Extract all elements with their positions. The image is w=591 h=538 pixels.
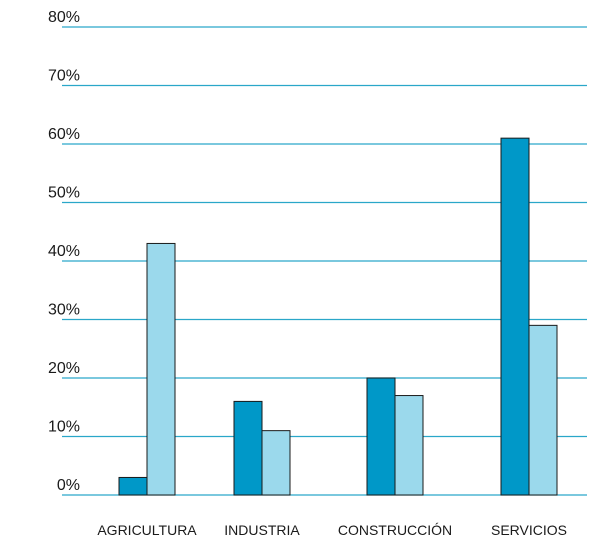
y-tick-label: 80%	[48, 9, 80, 26]
bar-series-2-construcción	[394, 395, 424, 496]
x-tick-label: AGRICULTURA	[97, 522, 197, 538]
bars	[118, 137, 558, 496]
bar-series-1-construcción	[366, 377, 396, 496]
bar-series-2-servicios	[528, 324, 558, 496]
y-tick-label: 60%	[48, 126, 80, 143]
bar-series-2-agricultura	[146, 242, 176, 496]
bar-series-1-industria	[233, 400, 263, 496]
bar-series-1-agricultura	[118, 476, 148, 496]
y-tick-label: 20%	[48, 360, 80, 377]
x-tick-label: INDUSTRIA	[224, 522, 300, 538]
y-axis-tick-labels: 0% 10% 20% 30% 40% 50% 60% 70% 80%	[48, 9, 80, 494]
bar-series-1-servicios	[500, 137, 530, 496]
x-tick-label: SERVICIOS	[491, 522, 567, 538]
x-tick-label: CONSTRUCCIÓN	[338, 522, 452, 538]
bar-series-2-industria	[261, 430, 291, 496]
y-tick-label: 50%	[48, 185, 80, 202]
y-tick-label: 0%	[57, 477, 80, 494]
x-axis-tick-labels: AGRICULTURA INDUSTRIA CONSTRUCCIÓN SERVICIO…	[97, 522, 567, 538]
y-tick-label: 30%	[48, 302, 80, 319]
y-tick-label: 10%	[48, 419, 80, 436]
y-tick-label: 70%	[48, 68, 80, 85]
y-tick-label: 40%	[48, 243, 80, 260]
